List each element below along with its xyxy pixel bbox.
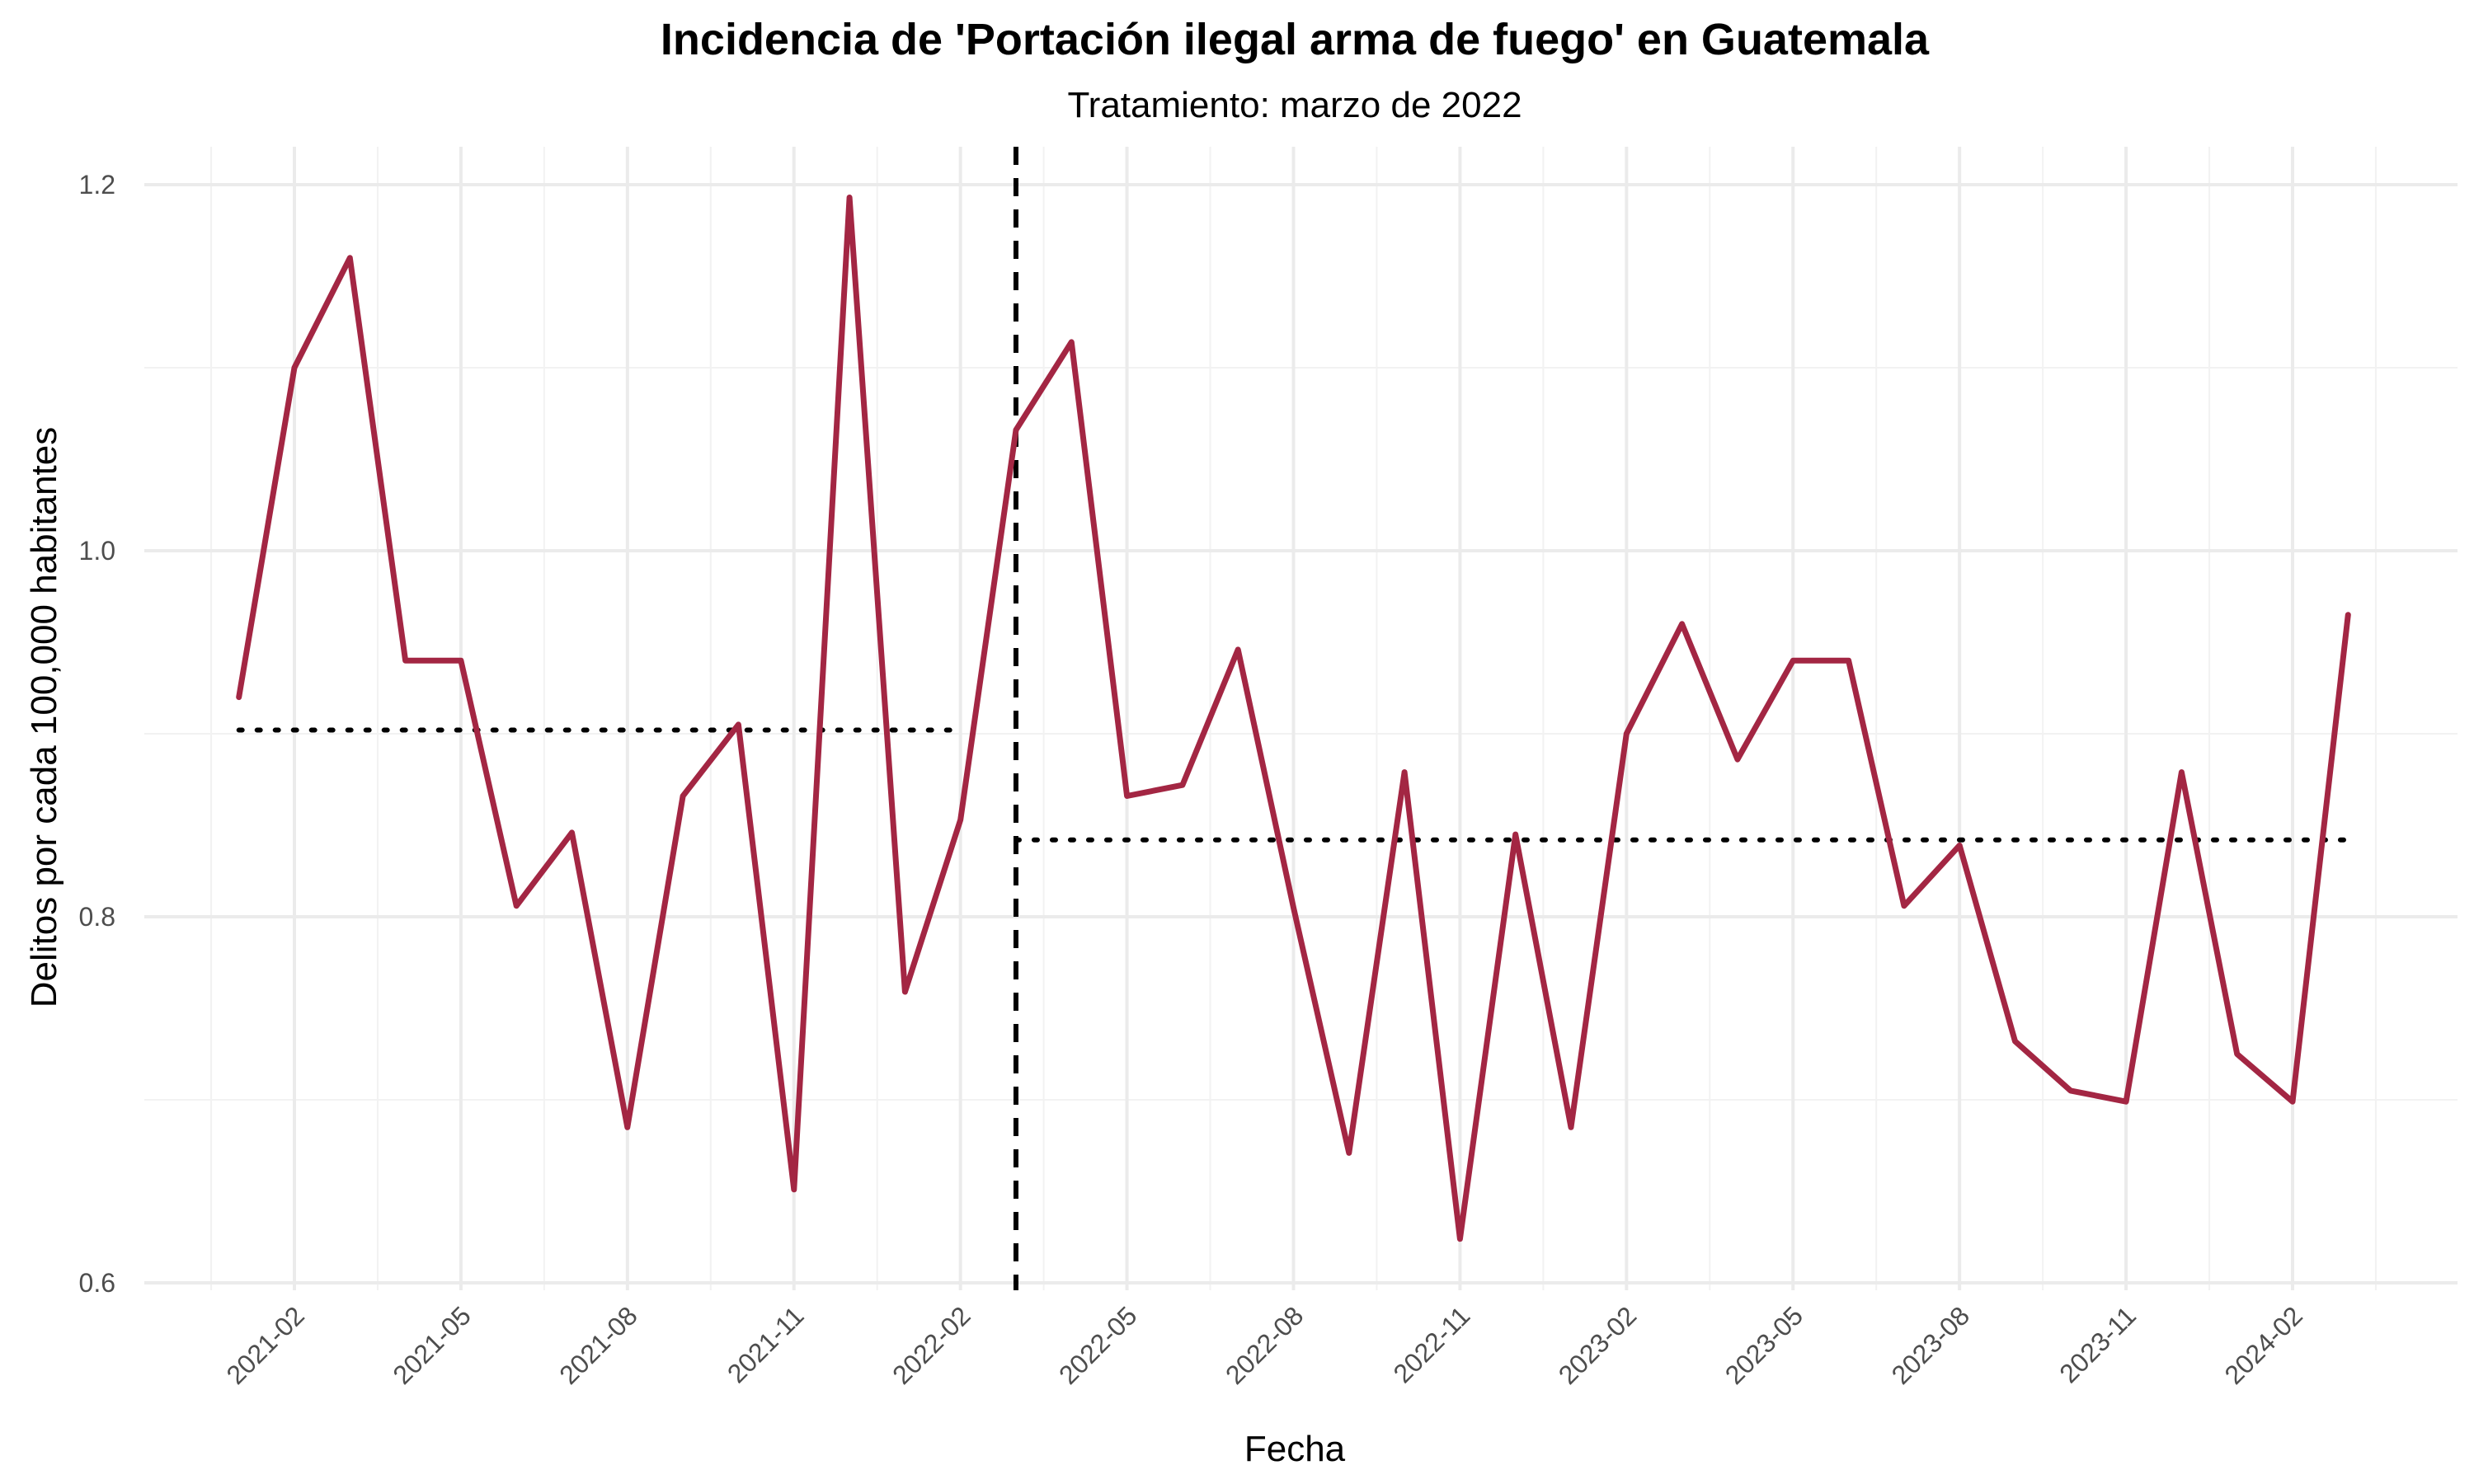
x-tick-label: 2021-08 (553, 1300, 642, 1389)
chart-subtitle: Tratamiento: marzo de 2022 (1067, 85, 1522, 125)
x-tick-label: 2021-11 (722, 1300, 810, 1388)
y-axis-ticks: 0.6 0.8 1.0 1.2 (79, 170, 115, 1298)
y-tick-label: 0.6 (79, 1268, 115, 1298)
y-tick-label: 0.8 (79, 902, 115, 932)
x-tick-label: 2022-02 (887, 1300, 976, 1389)
series-line (236, 195, 2351, 1242)
y-tick-label: 1.0 (79, 536, 115, 566)
x-tick-label: 2022-11 (1388, 1300, 1476, 1388)
major-gridlines (144, 147, 2458, 1290)
minor-gridlines (144, 147, 2458, 1290)
y-tick-label: 1.2 (79, 170, 115, 200)
series-lines (236, 195, 2351, 1242)
x-tick-label: 2024-02 (2218, 1300, 2307, 1389)
x-axis-ticks: 2021-02 2021-05 2021-08 2021-11 2022-02 2022-… (220, 1300, 2307, 1389)
x-tick-label: 2022-05 (1053, 1300, 1142, 1389)
x-tick-label: 2022-08 (1220, 1300, 1309, 1389)
x-axis-title: Fecha (1244, 1429, 1346, 1469)
x-tick-label: 2023-05 (1719, 1300, 1808, 1389)
x-tick-label: 2023-08 (1886, 1300, 1975, 1389)
x-tick-label: 2021-05 (387, 1300, 476, 1389)
chart-title: Incidencia de 'Portación ilegal arma de … (661, 15, 1930, 64)
period-mean-lines (236, 727, 2351, 843)
y-axis-title: Delitos por cada 100,000 habitantes (24, 427, 64, 1008)
x-tick-label: 2021-02 (220, 1300, 309, 1389)
x-tick-label: 2023-02 (1553, 1300, 1642, 1389)
x-tick-label: 2023-11 (2053, 1300, 2142, 1388)
